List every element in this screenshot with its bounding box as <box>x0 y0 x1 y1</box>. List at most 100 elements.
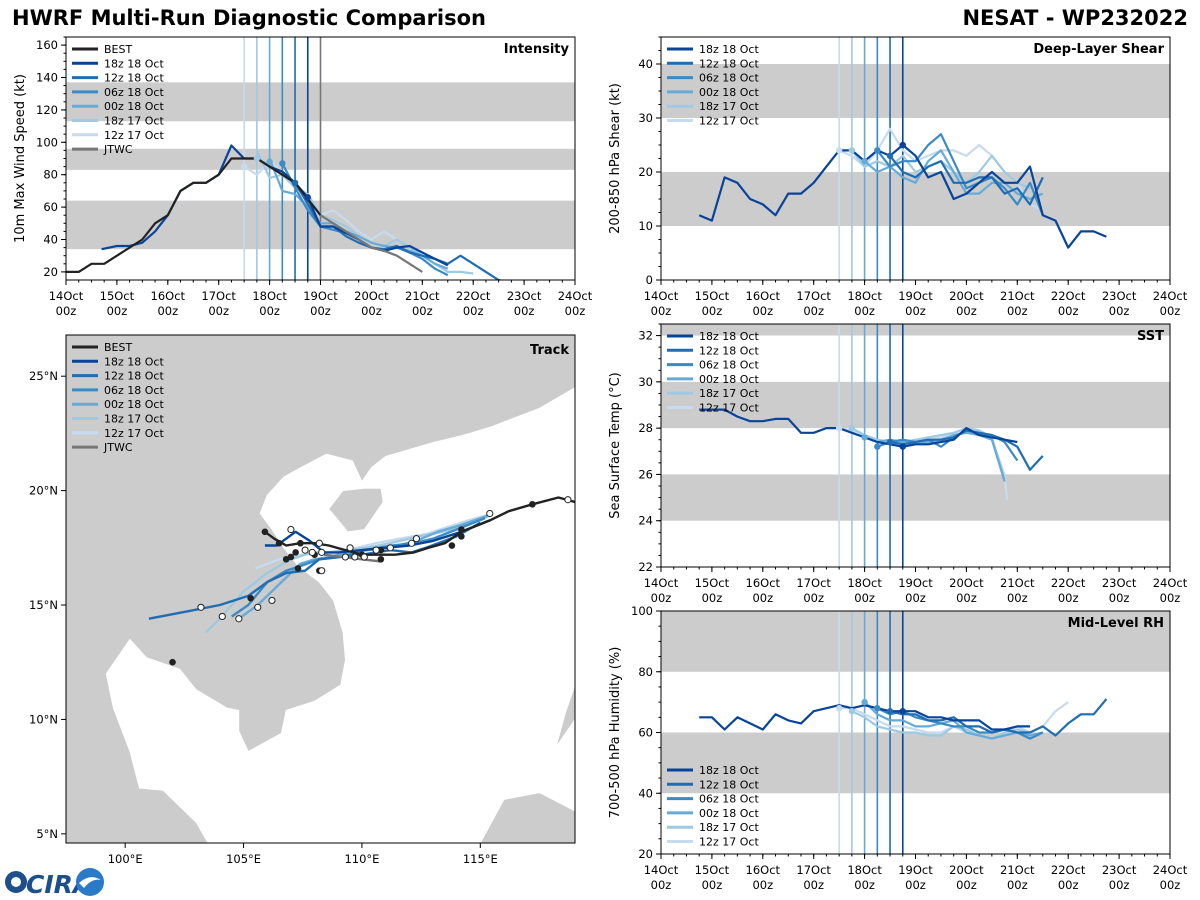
shear-ytick-label: 20 <box>638 165 653 179</box>
sst-ylabel: Sea Surface Temp (°C) <box>608 372 623 519</box>
intensity-xtick-label: 20Oct <box>354 289 389 303</box>
shear-xtick-label: 23Oct <box>1102 289 1137 303</box>
rh-xtick-label: 00z <box>956 878 977 892</box>
track-frame <box>65 334 576 844</box>
track-legend-label-12z-18-oct: 12z 18 Oct <box>104 370 164 383</box>
rh-xtick-label: 00z <box>854 878 875 892</box>
shear-marker-06z-18-oct <box>874 147 881 154</box>
rh-xtick-label: 24Oct <box>1153 863 1188 877</box>
shear-marker-18z-17-oct <box>848 147 856 154</box>
forecast-track-point <box>318 567 326 575</box>
sst-xtick-label: 24Oct <box>1153 576 1188 590</box>
best-track-point <box>282 555 290 563</box>
sst-legend-label-18z-18-oct: 18z 18 Oct <box>699 330 759 343</box>
intensity-legend-label-18z-18-oct: 18z 18 Oct <box>104 57 164 70</box>
intensity-marker-18z-17-oct <box>253 155 261 162</box>
intensity-marker-12z-18-oct <box>291 179 299 186</box>
intensity-xtick-label: 19Oct <box>303 289 338 303</box>
rh-marker-00z-18-oct <box>861 698 868 706</box>
rh-legend-label-18z-18-oct: 18z 18 Oct <box>699 764 759 777</box>
rh-xtick-label: 19Oct <box>898 863 933 877</box>
track-ytick-label: 5°N <box>36 827 58 841</box>
rh-marker-18z-18-oct <box>899 708 906 715</box>
best-track-point <box>297 539 304 547</box>
rh-xtick-label: 14Oct <box>644 863 679 877</box>
sst-panel: 22242628303214Oct00z15Oct00z16Oct00z17Oc… <box>608 323 1188 605</box>
intensity-xtick-label: 00z <box>208 304 229 318</box>
intensity-legend-label-jtwc: JTWC <box>103 143 133 156</box>
intensity-legend-label-00z-18-oct: 00z 18 Oct <box>104 100 164 113</box>
shear-xtick-label: 00z <box>1007 304 1028 318</box>
shear-ylabel: 200-850 hPa Shear (kt) <box>608 83 623 234</box>
best-track-point <box>377 555 385 563</box>
forecast-track-point <box>301 546 309 554</box>
rh-band <box>661 732 1170 794</box>
rh-marker-12z-18-oct <box>886 708 894 715</box>
rh-marker-18z-17-oct <box>848 708 856 715</box>
shear-xtick-label: 00z <box>956 304 977 318</box>
sst-plot-area <box>661 324 1170 567</box>
rh-ytick-label: 60 <box>638 726 653 740</box>
intensity-xtick-label: 00z <box>259 304 280 318</box>
track-xtick-label: 105°E <box>226 852 261 866</box>
rh-legend-label-00z-18-oct: 00z 18 Oct <box>699 807 759 820</box>
shear-xtick-label: 17Oct <box>796 289 831 303</box>
shear-xtick-label: 00z <box>905 304 926 318</box>
sst-band <box>661 474 1170 521</box>
rh-xtick-label: 00z <box>651 878 672 892</box>
track-xtick-label: 115°E <box>463 852 498 866</box>
forecast-track-point <box>564 496 572 504</box>
rh-xtick-label: 00z <box>702 878 723 892</box>
intensity-legend-label-18z-17-oct: 18z 17 Oct <box>104 115 164 128</box>
shear-xtick-label: 00z <box>854 304 875 318</box>
sst-marker-12z-17-oct <box>835 424 843 432</box>
intensity-xtick-label: 21Oct <box>405 289 440 303</box>
track-legend-label-06z-18-oct: 06z 18 Oct <box>104 384 164 397</box>
intensity-marker-00z-18-oct <box>266 158 273 165</box>
rh-panel-title: Mid-Level RH <box>1068 616 1164 631</box>
intensity-legend-label-12z-17-oct: 12z 17 Oct <box>104 129 164 142</box>
intensity-xtick-label: 00z <box>107 304 128 318</box>
sst-xtick-label: 20Oct <box>949 576 984 590</box>
track-legend-label-18z-18-oct: 18z 18 Oct <box>104 355 164 368</box>
intensity-xtick-label: 00z <box>56 304 77 318</box>
logo-swirl-eye-icon <box>11 877 21 887</box>
rh-xtick-label: 16Oct <box>746 863 781 877</box>
sst-xtick-label: 00z <box>1007 591 1028 605</box>
rh-legend-label-06z-18-oct: 06z 18 Oct <box>699 793 759 806</box>
track-ytick-label: 20°N <box>29 484 58 498</box>
shear-marker-18z-18-oct <box>899 141 906 149</box>
intensity-ytick-label: 100 <box>36 135 58 149</box>
forecast-track-point <box>308 548 316 556</box>
intensity-marker-12z-17-oct <box>240 163 248 170</box>
best-track-point <box>292 549 299 556</box>
sst-legend-label-00z-18-oct: 00z 18 Oct <box>699 373 759 386</box>
track-map-area <box>66 335 575 843</box>
shear-ytick-label: 30 <box>638 111 653 125</box>
shear-xtick-label: 22Oct <box>1051 289 1086 303</box>
intensity-xtick-label: 14Oct <box>49 289 84 303</box>
forecast-track-point <box>486 509 494 518</box>
sst-xtick-label: 00z <box>854 591 875 605</box>
shear-series-12z-18-oct <box>889 155 1044 206</box>
rh-xtick-label: 21Oct <box>1000 863 1035 877</box>
shear-series-06z-18-oct <box>876 133 1044 216</box>
rh-legend-label-12z-18-oct: 12z 18 Oct <box>699 778 759 791</box>
intensity-ytick-label: 160 <box>36 38 58 52</box>
forecast-track-point <box>346 544 354 552</box>
rh-ytick-label: 40 <box>638 786 653 800</box>
intensity-xtick-label: 00z <box>514 304 535 318</box>
intensity-ytick-label: 140 <box>36 71 58 85</box>
sst-xtick-label: 15Oct <box>695 576 730 590</box>
shear-xtick-label: 19Oct <box>898 289 933 303</box>
track-panel: 100°E 105°E 110°E 115°E 5°N 10°N 15°N 20°N 25°N T… <box>29 334 576 866</box>
track-legend-label-12z-17-oct: 12z 17 Oct <box>104 427 164 440</box>
intensity-xtick-label: 22Oct <box>456 289 491 303</box>
forecast-track-point <box>341 553 349 561</box>
rh-series-12z-18-oct <box>889 698 1108 737</box>
rh-xtick-label: 00z <box>1109 878 1130 892</box>
intensity-legend-label-best: BEST <box>104 43 132 56</box>
intensity-xtick-label: 18Oct <box>252 289 287 303</box>
shear-ytick-label: 10 <box>638 219 653 233</box>
sst-xtick-label: 16Oct <box>746 576 781 590</box>
